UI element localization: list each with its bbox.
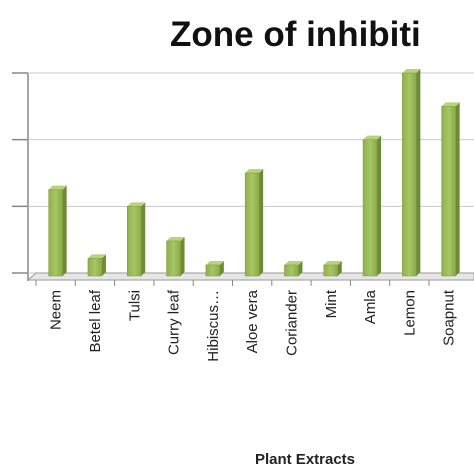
x-tick-label: Mint bbox=[323, 289, 340, 318]
bar bbox=[244, 172, 260, 277]
bar-side bbox=[259, 169, 264, 276]
bar-side bbox=[62, 185, 67, 276]
bar bbox=[362, 139, 378, 277]
bar-side bbox=[101, 254, 106, 276]
x-tick-label: Tulsi bbox=[126, 290, 143, 321]
x-tick-label: Coriander bbox=[283, 290, 300, 356]
bar bbox=[48, 189, 63, 277]
bar-top bbox=[205, 261, 224, 265]
x-tick-label: Curry leaf bbox=[166, 289, 183, 355]
chart-title: Zone of inhibiti bbox=[170, 15, 421, 54]
bar-side bbox=[298, 261, 303, 276]
bar-top bbox=[402, 69, 421, 73]
bar-side bbox=[337, 261, 342, 276]
bar bbox=[402, 72, 417, 277]
bar-side bbox=[416, 69, 421, 276]
bar-top bbox=[48, 185, 67, 190]
x-tick-label: Hibiscus… bbox=[205, 290, 222, 362]
bar bbox=[323, 264, 338, 277]
bar-top bbox=[323, 261, 342, 265]
bar-side bbox=[180, 237, 185, 276]
x-tick-label: Soapnut bbox=[441, 289, 458, 346]
bar-side bbox=[455, 102, 460, 276]
x-tick-label: Neem bbox=[48, 290, 65, 330]
bar-top bbox=[166, 237, 185, 241]
bar-side bbox=[141, 202, 146, 276]
x-tick-label: Aloe vera bbox=[244, 289, 261, 353]
bar bbox=[205, 264, 221, 277]
x-axis-title: Plant Extracts bbox=[255, 451, 355, 468]
bar-side bbox=[377, 135, 382, 276]
bar bbox=[87, 258, 103, 277]
x-tick-label: Lemon bbox=[401, 290, 418, 336]
bar-top bbox=[441, 102, 460, 107]
x-tick-label: Amla bbox=[362, 289, 379, 324]
x-tick-label: Betel leaf bbox=[87, 289, 104, 352]
bar bbox=[127, 206, 142, 277]
bar-top bbox=[363, 135, 382, 140]
bar-top bbox=[127, 202, 146, 207]
bar-top bbox=[87, 254, 106, 259]
bar-top bbox=[245, 169, 264, 173]
bar-side bbox=[219, 261, 224, 276]
bar bbox=[284, 264, 299, 277]
bar-top bbox=[284, 261, 303, 265]
bar bbox=[166, 240, 181, 277]
bar bbox=[441, 106, 456, 277]
